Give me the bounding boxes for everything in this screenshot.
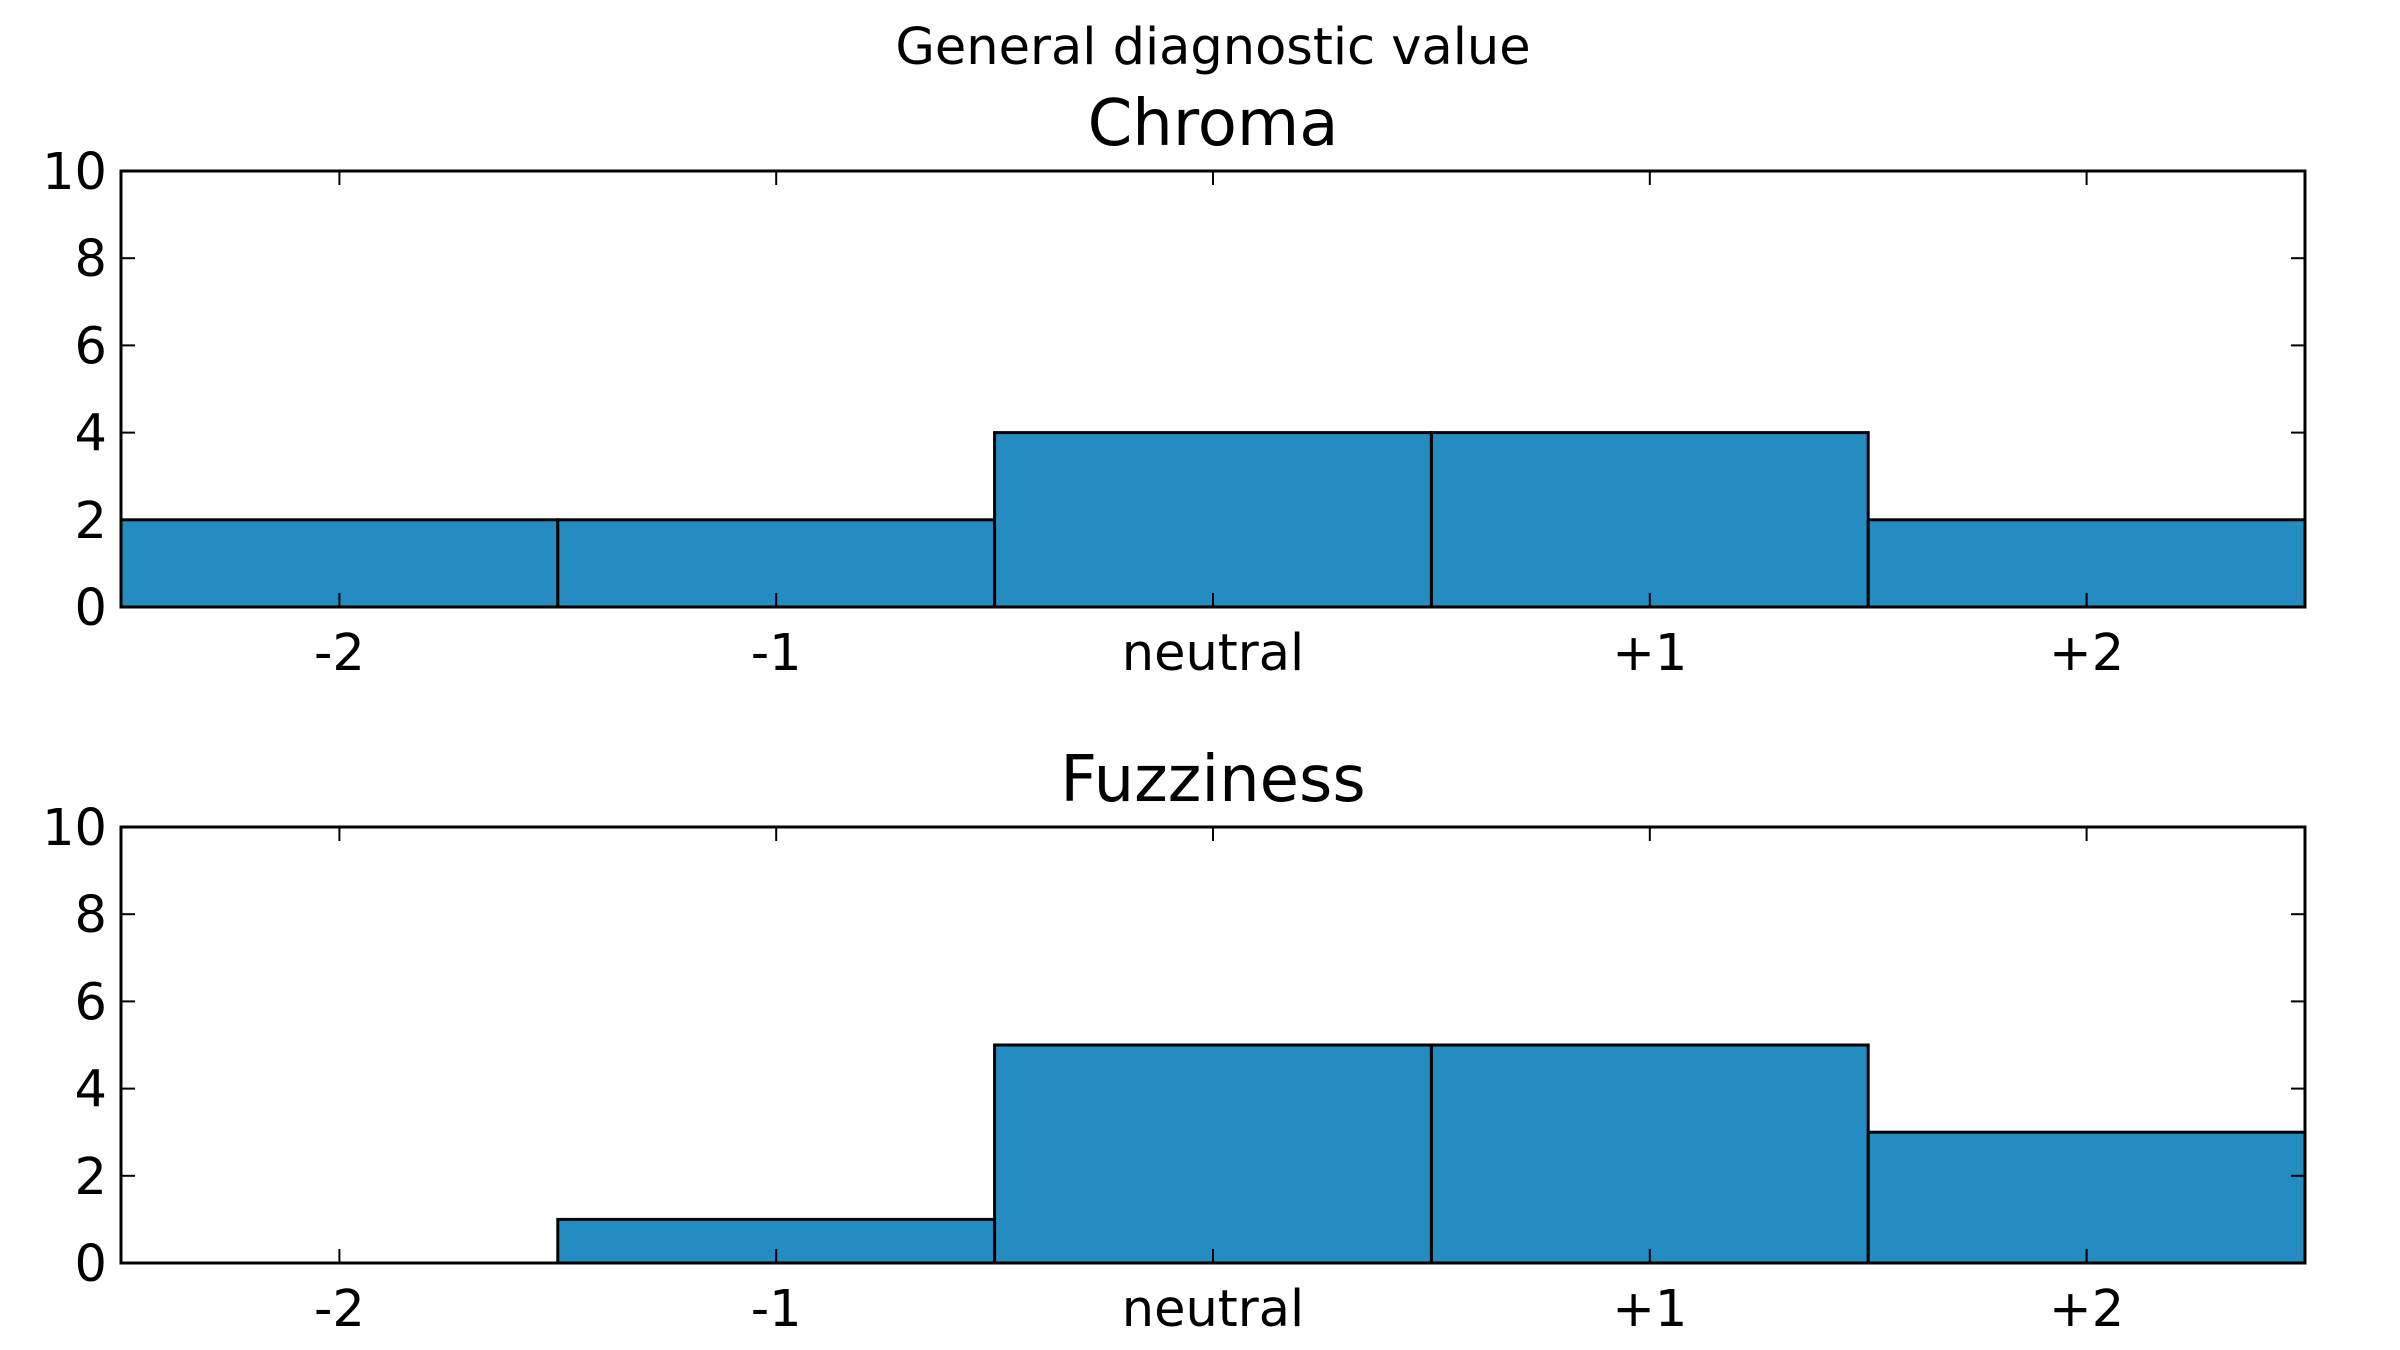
figure-suptitle: General diagnostic value — [895, 18, 1530, 77]
bar-+2 — [1866, 1130, 2307, 1265]
x-tick-label: +1 — [1612, 1280, 1687, 1339]
chart-title: Fuzziness — [1060, 743, 1365, 817]
y-tick-label: 10 — [42, 799, 107, 858]
y-tick-label: 8 — [75, 230, 107, 289]
chart-title: Chroma — [1088, 87, 1339, 161]
chart-panel-chroma: Chroma 0 2 4 6 8 10 -2 -1 neutral +1 +2 — [42, 87, 2307, 683]
bar-+2 — [1866, 518, 2307, 609]
y-tick-label: 6 — [75, 317, 107, 376]
y-tick-label: 10 — [42, 143, 107, 202]
x-tick-label: -2 — [314, 1280, 365, 1339]
x-tick-label: +2 — [2049, 1280, 2124, 1339]
y-tick-label: 0 — [75, 579, 107, 638]
y-tick-label: 2 — [75, 1148, 107, 1207]
x-tick-label: neutral — [1122, 624, 1304, 683]
x-tick-label: -2 — [314, 624, 365, 683]
bar-neutral — [993, 431, 1433, 609]
x-tick-label: +1 — [1612, 624, 1687, 683]
bar-+1 — [1429, 431, 1870, 609]
chart-panel-fuzziness: Fuzziness 0 2 4 6 8 10 -2 -1 neutral +1 +2 — [42, 743, 2307, 1339]
bar-neutral — [993, 1043, 1433, 1265]
x-tick-label: +2 — [2049, 624, 2124, 683]
y-tick-label: 0 — [75, 1235, 107, 1294]
x-tick-label: -1 — [751, 624, 802, 683]
bar-+1 — [1429, 1043, 1870, 1265]
y-tick-label: 8 — [75, 886, 107, 945]
y-tick-label: 4 — [75, 1061, 107, 1120]
y-tick-label: 4 — [75, 405, 107, 464]
x-tick-label: -1 — [751, 1280, 802, 1339]
x-tick-label: neutral — [1122, 1280, 1304, 1339]
y-tick-label: 6 — [75, 973, 107, 1032]
y-tick-label: 2 — [75, 492, 107, 551]
